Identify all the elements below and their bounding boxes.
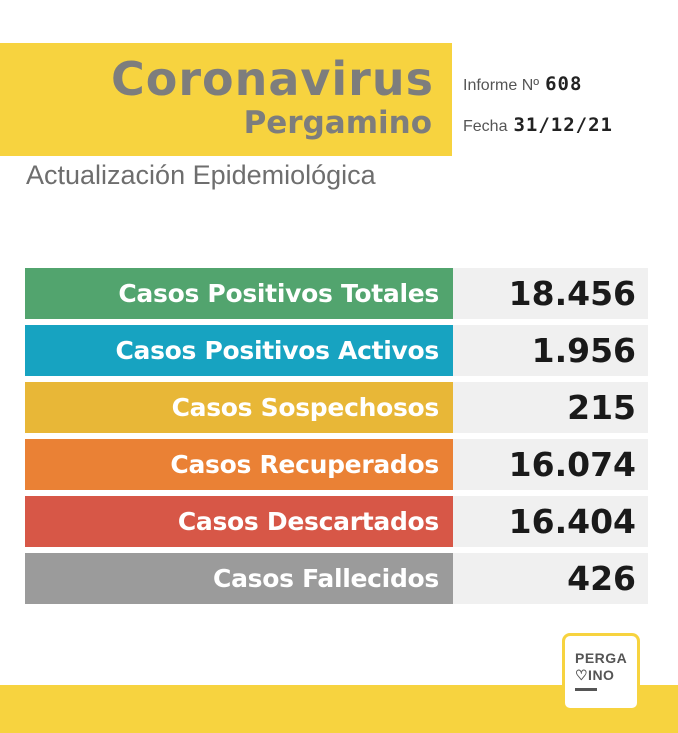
stat-value: 18.456 [453, 268, 648, 319]
report-date-label: Fecha [463, 118, 508, 135]
stat-value: 16.404 [453, 496, 648, 547]
logo-line-2: ♡INO [575, 667, 615, 683]
city-name: Pergamino [243, 105, 432, 141]
stat-row-positivos-totales: Casos Positivos Totales 18.456 [25, 268, 648, 319]
subtitle: Actualización Epidemiológica [26, 160, 376, 190]
stat-row-positivos-activos: Casos Positivos Activos 1.956 [25, 325, 648, 376]
report-number-value: 608 [545, 73, 583, 95]
stat-value: 16.074 [453, 439, 648, 490]
stat-label: Casos Positivos Totales [25, 268, 453, 319]
page-title: Coronavirus [110, 52, 434, 106]
logo-line-1: PERGA [575, 650, 628, 666]
stat-label: Casos Fallecidos [25, 553, 453, 604]
stat-value: 215 [453, 382, 648, 433]
stat-label: Casos Descartados [25, 496, 453, 547]
stat-label: Casos Positivos Activos [25, 325, 453, 376]
report-number-label: Informe Nº [463, 77, 540, 94]
logo-underline [575, 688, 597, 691]
header-banner: Coronavirus Pergamino [0, 43, 452, 156]
stat-value: 426 [453, 553, 648, 604]
stat-row-fallecidos: Casos Fallecidos 426 [25, 553, 648, 604]
stat-row-sospechosos: Casos Sospechosos 215 [25, 382, 648, 433]
pergamino-logo: PERGA ♡INO [562, 633, 640, 711]
report-date-value: 31/12/21 [513, 114, 613, 136]
stat-label: Casos Recuperados [25, 439, 453, 490]
stat-row-recuperados: Casos Recuperados 16.074 [25, 439, 648, 490]
stat-row-descartados: Casos Descartados 16.404 [25, 496, 648, 547]
report-date: Fecha 31/12/21 [463, 114, 613, 136]
stat-value: 1.956 [453, 325, 648, 376]
stats-table: Casos Positivos Totales 18.456 Casos Pos… [25, 268, 648, 610]
stat-label: Casos Sospechosos [25, 382, 453, 433]
report-number: Informe Nº 608 [463, 73, 582, 95]
